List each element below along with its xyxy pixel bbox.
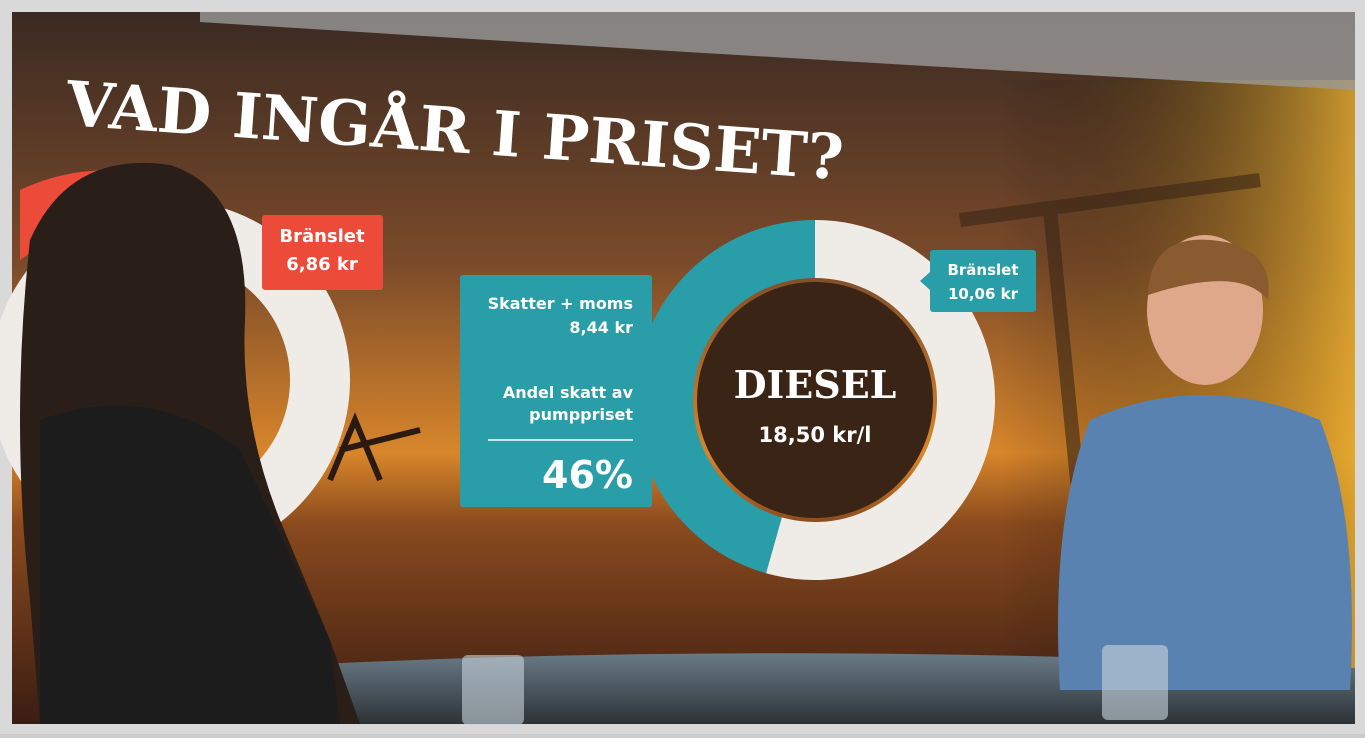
- glass: [462, 655, 524, 725]
- left-value: 6,86 kr: [286, 254, 358, 275]
- guest-shirt: [1058, 395, 1352, 690]
- center-title: DIESEL: [734, 362, 897, 407]
- broadcast-frame: VAD INGÅR I PRISET? Bränslet 6,86 kr DIE…: [0, 0, 1365, 734]
- tax-value: 8,44 kr: [569, 318, 633, 337]
- center-subtitle: 18,50 kr/l: [759, 423, 872, 447]
- tax-label: Skatter + moms: [488, 294, 633, 313]
- share-value: 46%: [542, 453, 633, 497]
- fuel-label: Bränslet: [947, 261, 1018, 279]
- fuel-value: 10,06 kr: [948, 285, 1019, 303]
- glass: [1102, 645, 1168, 720]
- left-label: Bränslet: [279, 226, 365, 247]
- page: VAD INGÅR I PRISET? Bränslet 6,86 kr DIE…: [0, 0, 1365, 734]
